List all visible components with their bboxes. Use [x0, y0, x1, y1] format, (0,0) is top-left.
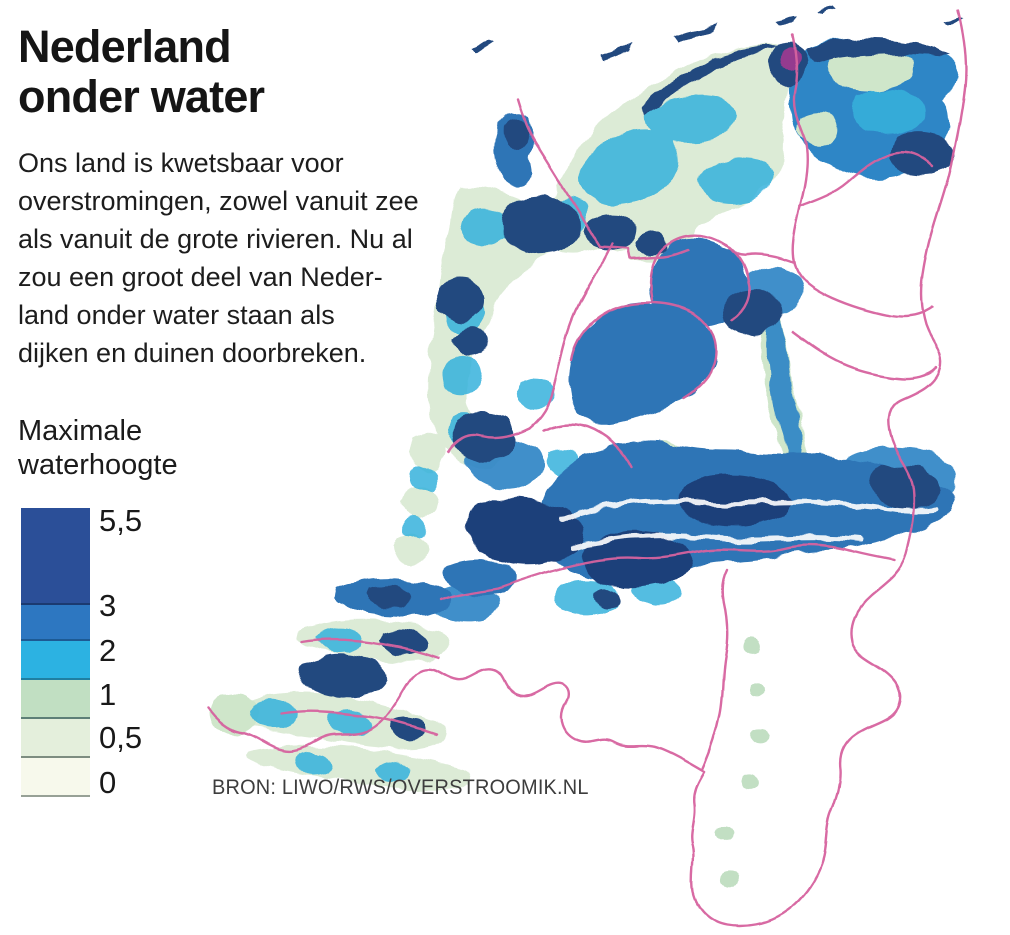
flood-friesland-cyan	[552, 95, 773, 240]
flood-groningen-coast-fringe	[806, 38, 950, 63]
legend-band-5,5	[21, 508, 90, 605]
intro-text: Ons land is kwetsbaar voor overstrominge…	[18, 144, 419, 372]
flood-areas	[211, 7, 961, 887]
river-white-gaps	[557, 498, 939, 551]
source-credit: BRON: LIWO/RWS/OVERSTROOMIK.NL	[212, 776, 589, 799]
legend-label-0: 0	[99, 765, 117, 800]
flood-groningen-cyan	[851, 90, 924, 134]
border-germany	[690, 8, 968, 928]
legend-band-1	[21, 680, 90, 719]
flood-limburg-maas-specks	[713, 637, 769, 887]
title-line-2: onder water	[18, 71, 265, 122]
intro-line: als vanuit de grote rivieren. Nu al	[18, 224, 413, 254]
border-noordoostpolder	[649, 234, 751, 322]
flood-hoeksche-waard	[443, 560, 516, 596]
legend-band-0,5	[21, 719, 90, 758]
border-overijssel-gelderland	[790, 330, 938, 380]
legend-labels: 5,5 3 2 1 0,5 0	[99, 0, 209, 935]
legend-title-line-2: waterhoogte	[18, 449, 178, 481]
intro-line: dijken en duinen doorbreken.	[18, 338, 367, 368]
legend-label-3: 3	[99, 588, 117, 623]
border-friesland-groningen	[791, 34, 809, 208]
title-line-1: Nederland	[18, 21, 232, 72]
province-borders	[206, 8, 968, 928]
legend-title-line-1: Maximale	[18, 415, 143, 447]
flood-friesland-lakes	[583, 213, 667, 254]
border-gelderland-brabant	[438, 543, 896, 602]
legend-label-1: 1	[99, 677, 117, 712]
flood-mastenbroek	[722, 289, 781, 336]
flood-navy-layer	[299, 7, 961, 740]
flood-groningen-green-patches	[796, 48, 914, 147]
legend-band-0	[21, 758, 90, 797]
flood-achterhoek-navy	[871, 465, 942, 509]
flood-noord-holland-base	[427, 186, 564, 469]
intro-line: overstromingen, zowel vanuit zee	[18, 186, 419, 216]
border-flevoland	[570, 301, 718, 400]
flood-tholen-navy	[299, 655, 388, 698]
legend-label-0,5: 0,5	[99, 720, 143, 755]
river-gap-south	[567, 533, 863, 551]
legend-label-5,5: 5,5	[99, 503, 143, 538]
legend-band-3	[21, 605, 90, 641]
border-brabant-limburg	[700, 568, 730, 772]
flood-cyan-layer	[248, 90, 924, 782]
border-utrecht	[542, 422, 634, 470]
river-gap-north	[557, 498, 939, 523]
flood-texel-core	[503, 118, 529, 147]
flood-noord-holland-cyan	[442, 207, 556, 446]
legend-band-2	[21, 641, 90, 680]
intro-line: Ons land is kwetsbaar voor	[18, 148, 344, 178]
flood-flevoland	[569, 302, 716, 425]
page-title: Nederland onder water	[18, 21, 265, 122]
border-zeeland-internal	[280, 638, 440, 736]
flood-beemster-polders	[436, 278, 489, 356]
border-noord-holland-sea	[516, 98, 690, 261]
intro-line: zou een groot deel van Neder-	[18, 262, 383, 292]
flood-alblasserwaard	[466, 497, 585, 565]
flood-zeeland-cyan	[248, 627, 411, 782]
border-drenthe-north	[798, 151, 934, 208]
flood-zuid-holland-cyan	[400, 447, 580, 538]
intro-line: land onder water staan als	[18, 300, 335, 330]
legend-title: Maximale waterhoogte	[18, 414, 178, 482]
flood-groningen-east-navy	[890, 131, 955, 176]
flood-schouwen-navy	[378, 628, 428, 656]
flood-green-layer	[713, 637, 769, 887]
border-ijsselmeer-west	[528, 242, 614, 430]
border-drenthe-south	[791, 204, 934, 319]
flood-zuid-holland-dunes	[394, 432, 447, 564]
border-belgium	[206, 668, 706, 774]
legend-label-2: 2	[99, 633, 117, 668]
border-holland-utrecht	[446, 426, 532, 454]
flood-brabant-navy-dot	[593, 589, 621, 608]
flood-goeree-navy	[366, 585, 411, 609]
flood-wieringermeer	[502, 196, 581, 256]
flood-ijssel-valley	[767, 308, 803, 470]
legend-bar	[21, 508, 90, 797]
flood-maas-en-waal	[583, 530, 692, 590]
